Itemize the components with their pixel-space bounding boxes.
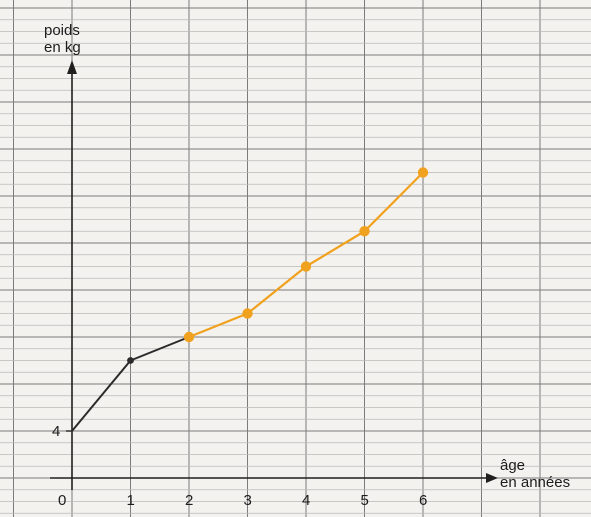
y-tick-label-4: 4 <box>52 423 60 440</box>
x-tick-label-6: 6 <box>419 492 427 509</box>
x-axis-arrowhead <box>486 473 498 483</box>
x-tick-label-2: 2 <box>185 492 193 509</box>
x-axis-title-line2: en années <box>500 474 570 491</box>
series-2-point-1 <box>242 308 253 319</box>
x-tick-label-4: 4 <box>302 492 310 509</box>
series-2-point-0 <box>183 331 195 343</box>
series-2-point-2 <box>300 261 312 272</box>
series <box>71 167 429 432</box>
x-tick-label-0: 0 <box>58 492 66 509</box>
series-2-point-3 <box>359 226 370 237</box>
series-2-point-4 <box>417 167 429 178</box>
x-axis-title-line1: âge <box>500 457 525 474</box>
x-tick-label-3: 3 <box>244 492 252 509</box>
axes: poids en kg âge en années <box>44 22 570 491</box>
series-1-point-1 <box>127 357 134 364</box>
x-tick-label-5: 5 <box>361 492 369 509</box>
x-tick-label-1: 1 <box>127 492 135 509</box>
y-axis-title-line1: poids <box>44 22 80 39</box>
y-axis-arrowhead <box>67 60 77 74</box>
y-axis-title-line2: en kg <box>44 39 81 56</box>
